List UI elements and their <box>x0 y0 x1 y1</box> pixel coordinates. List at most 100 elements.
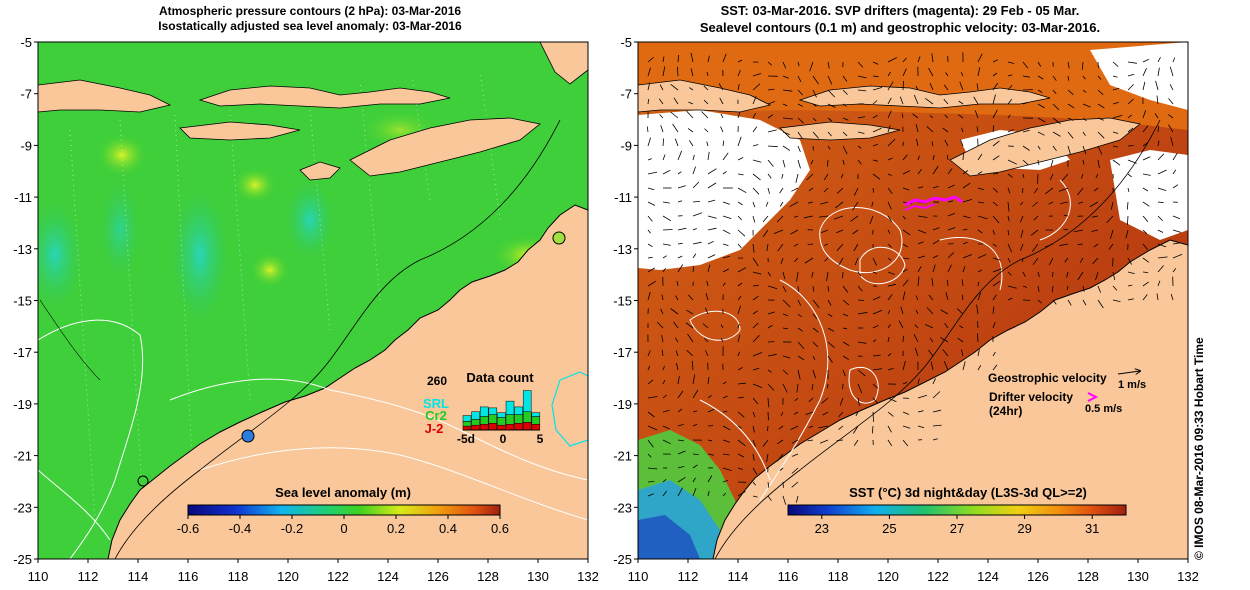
velocity-vector <box>1157 229 1164 233</box>
velocity-vector <box>872 383 879 389</box>
velocity-vector <box>956 308 964 315</box>
sst-x-tick-label: 120 <box>877 569 899 584</box>
velocity-vector <box>992 72 998 77</box>
velocity-vector <box>932 255 939 259</box>
sla-y-axis: -5 -7 -9 -11 -13 -15 -17 -19 -21 -23 -25 <box>13 35 38 567</box>
sst-y-tick-label: -23 <box>613 500 632 515</box>
velocity-vector <box>720 324 724 329</box>
velocity-vector <box>767 495 772 501</box>
sla-colorbar-ramp <box>187 504 501 516</box>
sla-x-tick-label: 116 <box>178 569 199 584</box>
velocity-vector <box>1157 280 1161 287</box>
velocity-vector <box>836 187 844 194</box>
velocity-vector <box>1007 285 1017 289</box>
sst-y-tick-label: -7 <box>620 87 632 102</box>
velocity-vector <box>827 75 833 85</box>
velocity-vector <box>931 53 934 63</box>
velocity-vector <box>1077 243 1084 246</box>
velocity-vector <box>662 215 672 222</box>
velocity-vector <box>670 111 679 119</box>
velocity-vector <box>887 271 895 275</box>
velocity-vector <box>797 89 804 96</box>
velocity-vector <box>871 425 874 434</box>
velocity-vector <box>872 296 881 301</box>
velocity-vector <box>913 94 919 105</box>
velocity-vector <box>675 295 679 301</box>
velocity-vector <box>752 295 759 301</box>
velocity-vector <box>812 285 815 292</box>
sst-x-tick-label: 112 <box>678 569 699 584</box>
velocity-vector <box>1142 110 1147 119</box>
velocity-vector <box>692 166 696 175</box>
velocity-vector <box>857 383 863 394</box>
velocity-vector <box>720 337 724 343</box>
velocity-vector <box>902 154 908 161</box>
velocity-vector <box>838 425 844 430</box>
velocity-vector <box>1064 257 1069 263</box>
velocity-vector <box>1044 187 1054 195</box>
velocity-vector <box>992 140 1000 147</box>
sst-cloud-mask <box>638 110 810 270</box>
legend-j2: J-2 <box>425 421 444 436</box>
velocity-vector <box>977 215 988 220</box>
velocity-vector <box>872 368 883 371</box>
velocity-vector <box>887 411 894 417</box>
velocity-vector <box>808 187 814 192</box>
sla-low-blob <box>98 180 142 280</box>
velocity-vector <box>662 267 667 273</box>
velocity-vector <box>662 439 671 445</box>
java-island <box>38 79 172 113</box>
sst-y-tick-label: -11 <box>614 190 632 205</box>
velocity-vector <box>902 268 908 273</box>
sla-y-tick-label: -5 <box>20 35 32 50</box>
velocity-vector <box>1007 215 1010 222</box>
velocity-vector <box>1157 187 1167 191</box>
velocity-vector <box>797 75 802 83</box>
velocity-vector <box>1082 89 1087 93</box>
velocity-vector <box>782 327 788 330</box>
velocity-vector <box>1080 173 1084 179</box>
velocity-vector <box>1022 159 1029 166</box>
velocity-vector <box>767 383 775 391</box>
velocity-vector <box>703 99 709 105</box>
velocity-vector <box>810 159 814 165</box>
velocity-vector <box>1142 142 1149 147</box>
velocity-vector <box>1097 299 1104 309</box>
velocity-vector <box>677 408 683 413</box>
velocity-vector <box>947 200 954 203</box>
velocity-vector <box>647 256 653 259</box>
velocity-vector <box>752 83 761 91</box>
velocity-vector <box>945 291 949 301</box>
velocity-vector <box>647 493 654 497</box>
velocity-vector <box>657 321 664 329</box>
velocity-vector <box>962 266 966 273</box>
velocity-vector <box>767 101 776 105</box>
velocity-vector <box>992 109 998 119</box>
velocity-vector <box>1112 145 1118 148</box>
velocity-vector <box>842 285 849 293</box>
velocity-vector <box>812 117 817 122</box>
velocity-vector <box>646 126 649 133</box>
velocity-vector <box>1157 215 1163 221</box>
sla-y-tick-label: -25 <box>13 552 32 567</box>
velocity-vector <box>902 381 908 385</box>
velocity-vector <box>932 424 942 427</box>
velocity-vector <box>805 411 814 415</box>
velocity-vector <box>722 425 731 431</box>
data-count-bar-cr2 <box>522 411 532 423</box>
velocity-vector <box>752 425 755 433</box>
velocity-vector <box>660 125 664 133</box>
velocity-vector <box>707 394 712 399</box>
velocity-vector <box>902 57 907 63</box>
velocity-vector <box>977 364 982 371</box>
velocity-vector <box>872 61 879 65</box>
velocity-vector <box>677 376 680 385</box>
velocity-vector <box>1052 103 1060 111</box>
sst-colorbar-tick-label: 29 <box>1017 521 1031 536</box>
data-count-bar-srl <box>531 412 541 417</box>
velocity-vector <box>1157 243 1167 248</box>
velocity-vector <box>977 254 987 259</box>
sla-colorbar-label: Sea level anomaly (m) <box>275 485 411 500</box>
velocity-vector <box>1037 103 1045 109</box>
velocity-vector <box>1142 201 1150 207</box>
